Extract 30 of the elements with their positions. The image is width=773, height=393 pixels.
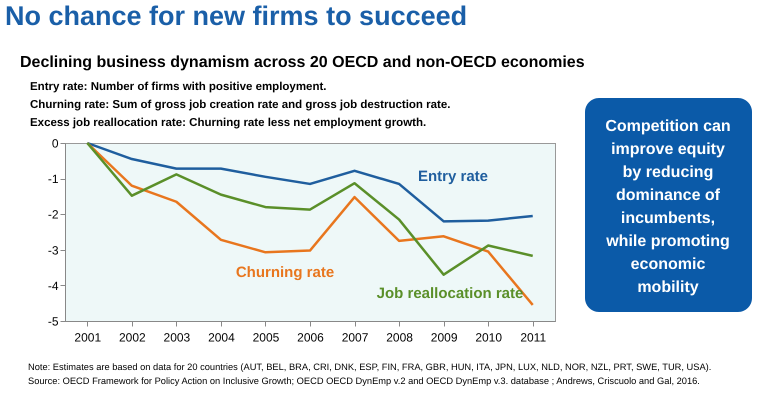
- series-label: Entry rate: [418, 168, 488, 185]
- x-tick-label: 2002: [118, 330, 146, 344]
- y-tick-label: -2: [48, 208, 59, 222]
- chart-subtitle: Declining business dynamism across 20 OECD and non-OECD economies: [20, 54, 585, 71]
- x-tick-label: 2010: [475, 330, 502, 344]
- x-tick-label: 2009: [430, 330, 458, 344]
- text: Excess job reallocation rate: Churning rate less net employment growth.: [30, 117, 426, 129]
- y-tick-label: -3: [48, 243, 59, 258]
- text: Competition can improve equity by reducing dominance of incumbents, while promoting economic mobility: [605, 118, 731, 296]
- x-tick-label: 2003: [164, 330, 191, 344]
- x-tick-label: 2007: [342, 330, 369, 344]
- text: Note: Estimates are based on data for 20 countries (AUT, BEL, BRA, CRI, DNK, ESP, FIN, FRA, GBR, HUN, ITA, JPN, LUX, NLD, NOR, NZL, PRT, SWE, TUR, USA).: [28, 362, 712, 372]
- source-note: Source: OECD Framework for Policy Action on Inclusive Growth; OECD OECD DynEmp v.2 and OECD DynEmp v.3. database ; Andrews, Criscuolo and Gal, 2016.: [28, 376, 700, 386]
- series-label: Churning rate: [236, 264, 334, 281]
- x-tick-label: 2011: [520, 330, 546, 344]
- y-tick-label: -1: [48, 172, 59, 186]
- line-series: [86, 142, 534, 223]
- x-tick-label: 2006: [297, 330, 324, 344]
- chart-title: No chance for new firms to succeed: [5, 1, 468, 31]
- x-tick-label: 2008: [386, 330, 414, 344]
- text: Churning rate: Sum of gross job creation rate and gross job destruction rate.: [30, 99, 450, 111]
- y-tick-label: -4: [48, 278, 59, 293]
- line-series: [86, 142, 534, 306]
- x-tick-label: 2005: [252, 330, 280, 344]
- series-label: Job reallocation rate: [376, 285, 524, 302]
- y-tick-label: 0: [52, 136, 59, 150]
- y-tick-label: -5: [48, 314, 59, 328]
- text: Entry rate: Number of firms with positive employment.: [30, 81, 326, 93]
- x-tick-label: 2004: [208, 330, 236, 344]
- x-tick-label: 2001: [74, 330, 102, 344]
